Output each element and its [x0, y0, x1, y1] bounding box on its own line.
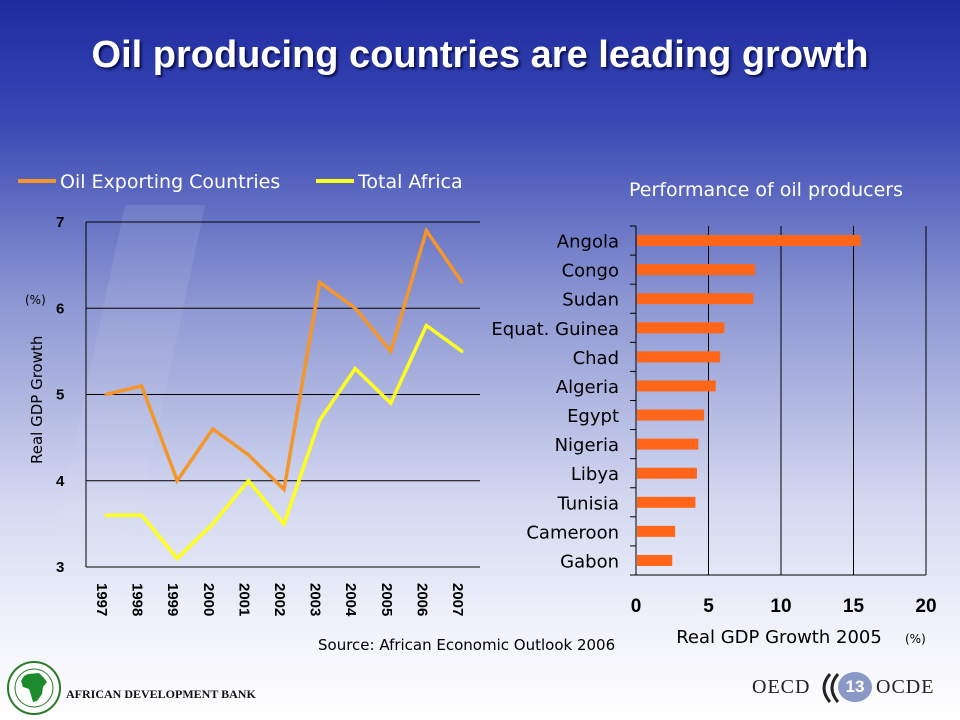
legend-label-total-africa: Total Africa — [357, 171, 463, 193]
line-chart-point — [389, 401, 393, 405]
line-chart-x-tick-label: 2001 — [235, 583, 252, 616]
line-chart-point — [175, 479, 179, 483]
line-chart-y-tick-label: 5 — [56, 387, 64, 404]
bar-chart-category-label: Angola — [557, 232, 619, 253]
line-chart-point — [175, 556, 179, 560]
bar-chart-category-label: Gabon — [560, 551, 619, 572]
line-chart-x-tick-label: 2005 — [378, 583, 395, 616]
line-chart-point — [460, 349, 464, 353]
bar-gabon — [637, 554, 673, 566]
footer-bank-name: AFRICAN DEVELOPMENT BANK — [66, 687, 256, 701]
line-chart-y-tick-label: 6 — [56, 300, 64, 317]
bar-tunisia — [637, 496, 696, 508]
line-chart-point — [104, 393, 108, 396]
line-chart-point — [246, 453, 250, 457]
bar-chart-category-label: Equat. Guinea — [491, 319, 619, 340]
bar-chart-category-label: Cameroon — [526, 522, 619, 543]
bar-libya — [637, 467, 697, 479]
oecd-english-label: OECD — [752, 676, 811, 698]
line-chart-point — [424, 324, 428, 327]
line-chart-x-tick-label: 2006 — [413, 583, 430, 616]
slide-title: Oil producing countries are leading grow… — [91, 34, 869, 76]
bar-algeria — [637, 380, 716, 392]
bar-sudan — [637, 293, 754, 305]
bar-chart-category-label: Congo — [562, 261, 619, 282]
bar-angola — [637, 235, 861, 247]
line-chart-point — [460, 280, 464, 284]
bar-chart-category-label: Egypt — [567, 406, 619, 427]
legend-label-oil-exporting: Oil Exporting Countries — [60, 171, 280, 193]
line-chart-x-tick-label: 2004 — [342, 583, 359, 617]
line-chart-point — [318, 280, 322, 284]
bar-chart-x-tick-label: 5 — [703, 596, 714, 617]
line-chart-y-axis-label: Real GDP Growth — [28, 336, 46, 464]
line-chart-x-tick-label: 2000 — [200, 583, 217, 616]
bar-chart-category-label: Nigeria — [555, 435, 619, 456]
bar-chart-x-tick-label: 0 — [631, 596, 642, 617]
line-chart-x-tick-label: 2002 — [271, 583, 288, 616]
line-chart-y-tick-label: 4 — [56, 473, 65, 490]
bar-chart-x-tick-label: 20 — [915, 596, 936, 617]
line-chart-y-tick-label: 3 — [56, 559, 64, 576]
line-chart-point — [104, 513, 108, 517]
line-chart-x-tick-label: 1998 — [129, 583, 146, 616]
line-chart-x-tick-label: 1999 — [164, 583, 181, 616]
line-chart-point — [389, 349, 393, 353]
line-series-oil-exporting — [105, 226, 464, 493]
bar-chad — [637, 351, 721, 363]
oecd-french-label: OCDE — [876, 676, 935, 698]
line-chart-y-tick-label: 7 — [56, 214, 64, 231]
bar-chart-category-label: Sudan — [562, 290, 619, 311]
line-chart-x-tick-label: 2003 — [307, 583, 324, 616]
line-chart-point — [282, 522, 286, 526]
bar-chart-x-unit: (%) — [905, 632, 926, 646]
line-chart-point — [140, 513, 144, 517]
line-chart-x-tick-label: 2007 — [449, 583, 466, 616]
bar-chart-x-axis-label: Real GDP Growth 2005 — [676, 627, 882, 648]
chart-source-note: Source: African Economic Outlook 2006 — [318, 636, 615, 654]
bar-chart-category-label: Algeria — [556, 377, 619, 398]
bar-nigeria — [637, 438, 699, 450]
line-chart-point — [246, 479, 250, 483]
line-chart-point — [282, 487, 286, 491]
bar-congo — [637, 264, 755, 276]
bar-egypt — [637, 409, 705, 421]
line-chart-point — [424, 229, 428, 233]
bar-chart-category-label: Libya — [571, 464, 619, 485]
bar-chart-x-tick-label: 15 — [843, 596, 865, 617]
line-chart-point — [353, 367, 357, 371]
line-chart-point — [353, 306, 357, 310]
bar-chart-title: Performance of oil producers — [629, 179, 903, 201]
line-chart-point — [140, 384, 144, 388]
line-chart-point — [211, 427, 215, 431]
line-chart-point — [211, 522, 215, 526]
bar-chart-category-label: Tunisia — [557, 493, 620, 514]
bar-chart-category-label: Chad — [573, 348, 619, 369]
bar-equat-guinea — [637, 322, 725, 334]
line-chart-y-unit: (%) — [25, 293, 46, 307]
bar-cameroon — [637, 525, 676, 537]
line-chart-point — [318, 418, 322, 422]
bar-chart-x-tick-label: 10 — [770, 596, 791, 617]
line-chart-x-tick-label: 1997 — [93, 583, 110, 616]
page-number-badge: 13 — [838, 672, 872, 702]
